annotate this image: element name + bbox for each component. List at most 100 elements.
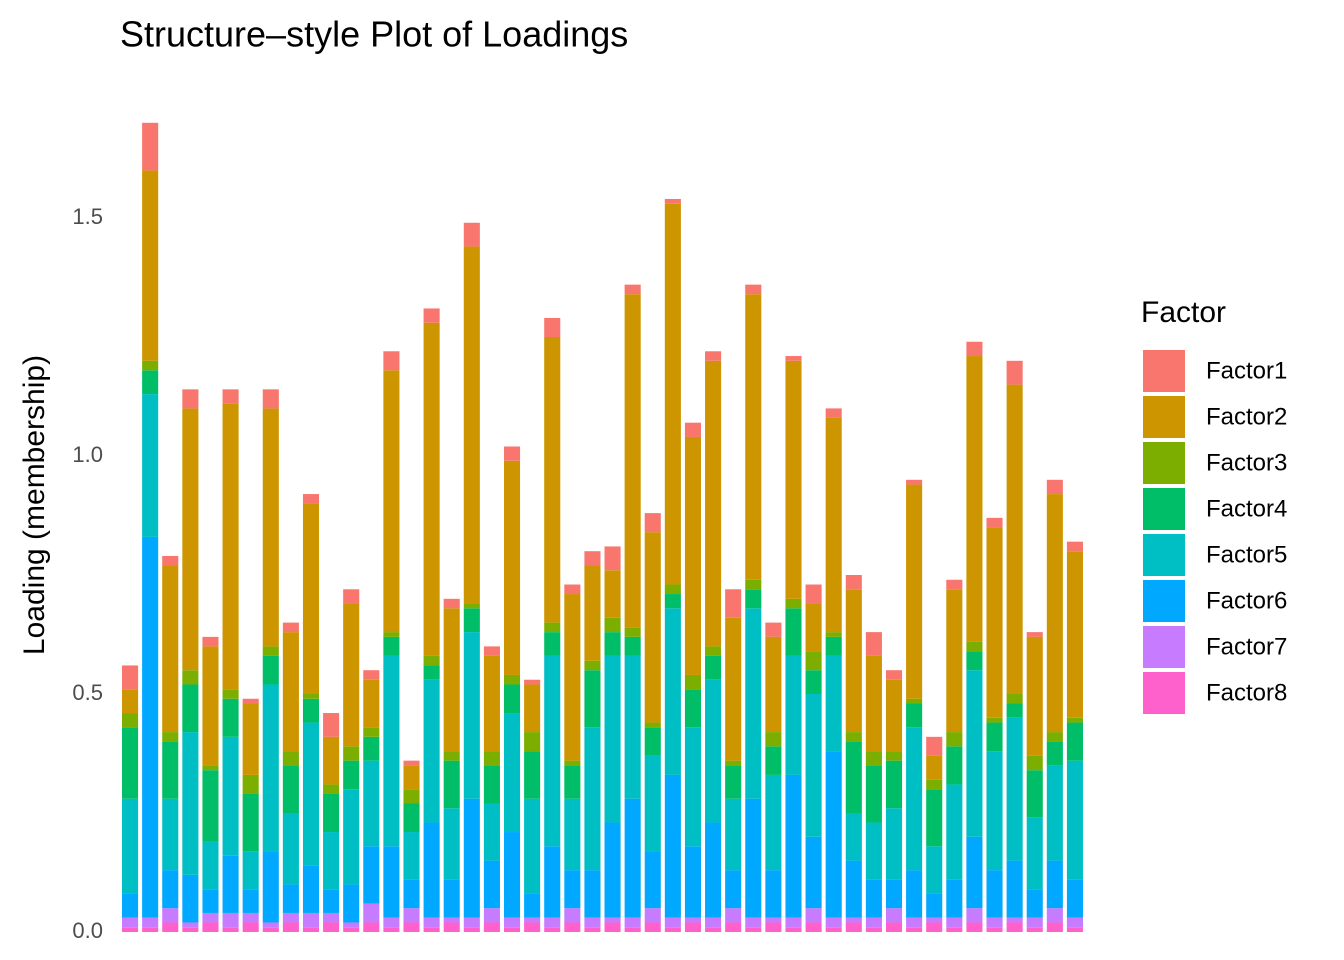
bar-segment [403,789,420,804]
bar-segment [785,598,802,609]
bar-segment [1006,860,1023,918]
bar-segment [664,584,681,595]
bar-segment [745,927,762,932]
bar-segment [644,532,661,723]
bar-segment [544,337,561,623]
bar-segment [343,603,360,747]
bar-segment [1066,717,1083,723]
bar-segment [885,679,903,752]
bar-segment [805,670,822,694]
bar-segment [302,494,320,504]
bar-segment [725,922,742,932]
bar-segment [383,655,400,847]
bar-segment [765,746,782,775]
bar-segment [604,617,621,633]
bar-segment [845,860,862,918]
bar-segment [745,294,762,580]
bar-segment [805,836,822,909]
bar-segment [684,922,702,932]
bar-segment [684,674,702,690]
bar-segment [122,727,139,799]
bar-segment [705,646,722,656]
bar-segment [1026,817,1043,890]
bar-segment [1026,636,1043,756]
bar-segment [785,608,802,656]
bar-segment [262,646,279,656]
bar-segment [323,784,340,794]
bar-segment [524,684,541,733]
y-tick-label: 0.0 [72,918,103,943]
bar-segment [705,679,722,823]
bar-segment [262,922,279,928]
bar-segment [483,860,500,909]
bar-segment [323,736,340,785]
bar-segment [986,717,1003,723]
bar-segment [906,917,923,928]
bar-segment [865,751,882,766]
bar-segment [885,808,903,880]
bar-segment [664,927,681,932]
bar-segment [805,603,822,652]
bar-segment [825,632,842,637]
bar-segment [986,927,1003,932]
bar-segment [624,284,641,295]
bar-segment [302,912,320,928]
bar-segment [564,584,581,595]
bar-segment [644,513,661,533]
bar-segment [765,917,782,923]
bar-segment [403,922,420,932]
bar-segment [885,670,903,680]
bar-segment [122,893,139,918]
bar-segment [765,774,782,871]
legend-swatch [1143,534,1185,576]
bar-segment [1046,494,1063,733]
bar-segment [262,851,279,923]
bar-segment [564,922,581,932]
bar-segment [503,832,521,918]
bar-segment [966,670,983,837]
bar-segment [785,356,802,361]
bar-segment [906,727,923,871]
bar-segment [282,622,299,633]
bar-segment [1046,741,1063,766]
bar-segment [865,927,882,932]
bar-segment [584,565,601,661]
bar-segment [343,922,360,928]
bar-segment [503,460,521,675]
bar-segment [302,865,320,913]
bar-segment [825,408,842,418]
bar-segment [664,917,681,928]
bar-segment [182,874,199,923]
bar-segment [162,732,179,742]
bar-segment [142,370,159,395]
bar-segment [664,198,681,204]
bar-segment [142,360,159,371]
bar-segment [524,798,541,894]
bar-segment [403,832,420,880]
bar-segment [604,570,621,618]
bar-segment [403,760,420,766]
bar-segment [604,655,621,823]
bar-segment [865,655,882,752]
bar-segment [162,555,179,566]
y-tick-label: 1.5 [72,204,103,229]
bar-segment [182,408,199,671]
legend-swatch [1143,626,1185,668]
bar-segment [926,755,943,780]
bar-segment [906,484,923,699]
legend-label: Factor6 [1206,587,1287,614]
bar-segment [604,922,621,932]
bar-segment [282,751,299,766]
bar-segment [745,917,762,928]
bar-segment [745,284,762,295]
bar-segment [946,732,963,747]
bar-segment [664,774,681,918]
bar-segment [805,908,822,923]
bar-segment [1066,551,1083,718]
legend-label: Factor4 [1206,495,1287,522]
bar-segment [383,351,400,371]
bar-segment [142,122,159,171]
bar-segment [222,912,239,928]
bar-segment [926,917,943,923]
